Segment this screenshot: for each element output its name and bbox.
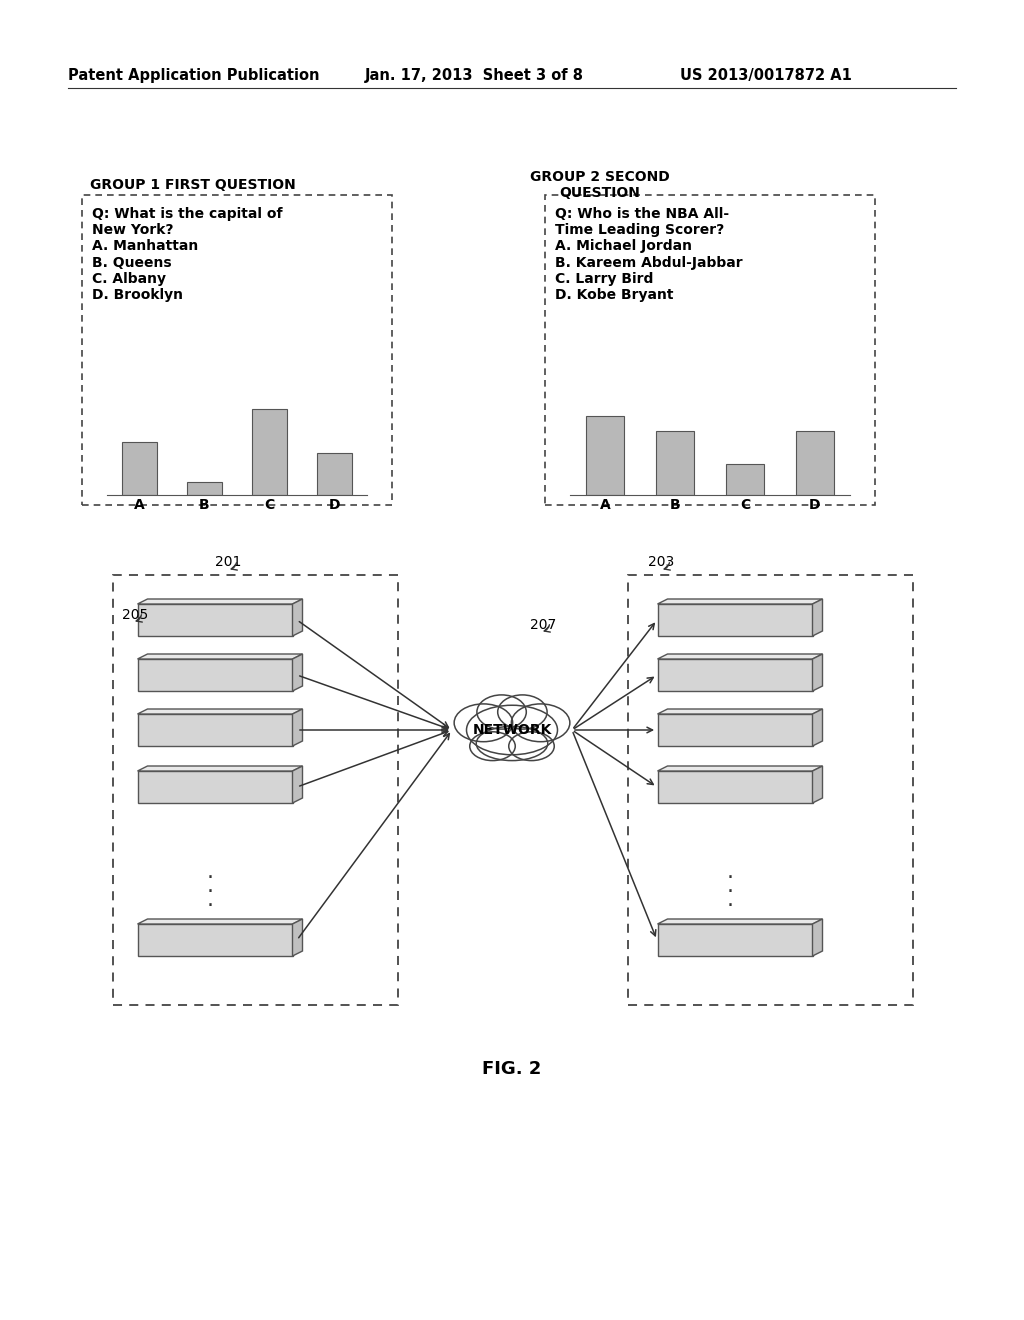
Polygon shape (812, 599, 822, 636)
Ellipse shape (498, 694, 547, 729)
Text: NETWORK: NETWORK (472, 723, 552, 737)
Text: .: . (726, 890, 733, 909)
Ellipse shape (477, 694, 526, 729)
Polygon shape (293, 709, 302, 746)
Bar (628, 576, 913, 1005)
Ellipse shape (509, 731, 554, 760)
Bar (726, 465, 764, 495)
Bar (796, 432, 835, 495)
Polygon shape (137, 919, 302, 924)
Polygon shape (812, 653, 822, 690)
Bar (657, 771, 812, 803)
Text: Jan. 17, 2013  Sheet 3 of 8: Jan. 17, 2013 Sheet 3 of 8 (365, 69, 584, 83)
Bar (137, 771, 293, 803)
Text: .: . (207, 890, 213, 909)
Polygon shape (657, 599, 822, 605)
Bar (655, 432, 694, 495)
Text: .: . (207, 862, 213, 882)
Text: .: . (207, 876, 213, 896)
Bar (122, 442, 158, 495)
Bar (657, 714, 812, 746)
Ellipse shape (476, 726, 548, 760)
Bar (186, 482, 222, 495)
Text: US 2013/0017872 A1: US 2013/0017872 A1 (680, 69, 852, 83)
Text: FIG. 2: FIG. 2 (482, 1060, 542, 1078)
Ellipse shape (470, 731, 515, 760)
Text: 203: 203 (648, 554, 674, 569)
Text: .: . (726, 876, 733, 896)
Text: GROUP 2 SECOND
QUESTION: GROUP 2 SECOND QUESTION (530, 170, 670, 201)
Text: .: . (726, 862, 733, 882)
Polygon shape (657, 653, 822, 659)
Bar (137, 924, 293, 956)
Ellipse shape (455, 704, 513, 742)
Text: 205: 205 (122, 609, 148, 622)
Text: Q: What is the capital of
New York?
A. Manhattan
B. Queens
C. Albany
D. Brooklyn: Q: What is the capital of New York? A. M… (92, 207, 283, 302)
Text: 201: 201 (215, 554, 242, 569)
Bar (657, 605, 812, 636)
Bar (586, 416, 625, 495)
Text: GROUP 1 FIRST QUESTION: GROUP 1 FIRST QUESTION (90, 178, 296, 191)
Bar (545, 195, 874, 506)
Polygon shape (657, 919, 822, 924)
Polygon shape (657, 709, 822, 714)
Text: 207: 207 (530, 618, 556, 632)
Polygon shape (137, 599, 302, 605)
Polygon shape (812, 919, 822, 956)
Polygon shape (812, 709, 822, 746)
Polygon shape (293, 919, 302, 956)
Bar (137, 659, 293, 690)
Text: Q: Who is the NBA All-
Time Leading Scorer?
A. Michael Jordan
B. Kareem Abdul-Ja: Q: Who is the NBA All- Time Leading Scor… (555, 207, 742, 302)
Text: Patent Application Publication: Patent Application Publication (68, 69, 319, 83)
Bar (137, 714, 293, 746)
Bar (252, 409, 288, 495)
Polygon shape (293, 599, 302, 636)
Polygon shape (137, 766, 302, 771)
Polygon shape (657, 766, 822, 771)
Bar (657, 924, 812, 956)
Ellipse shape (467, 705, 557, 755)
Ellipse shape (511, 704, 569, 742)
Polygon shape (137, 709, 302, 714)
Bar (316, 453, 352, 495)
Bar (137, 605, 293, 636)
Bar (82, 195, 392, 506)
Polygon shape (293, 766, 302, 803)
Bar (657, 659, 812, 690)
Bar (113, 576, 398, 1005)
Polygon shape (293, 653, 302, 690)
Polygon shape (812, 766, 822, 803)
Polygon shape (137, 653, 302, 659)
